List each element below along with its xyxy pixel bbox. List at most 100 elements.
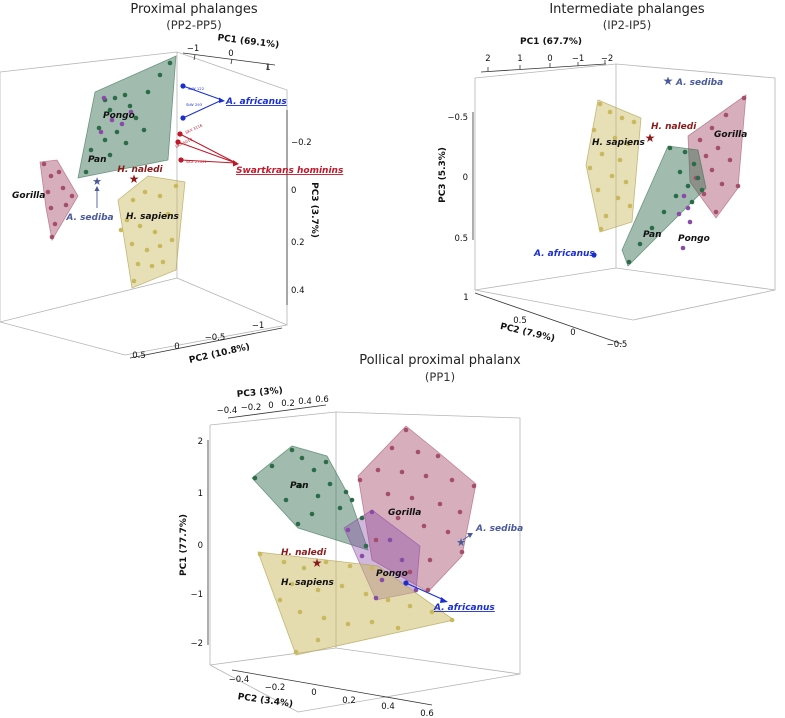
pc3-tick: 0.4 [291,286,305,296]
hull-pan [251,445,369,551]
pc3-tick: 0 [463,173,468,183]
group-label: H. sapiens [281,578,335,588]
panel-intermediate: Intermediate phalanges (IP2-IP5) 2 1 0 −… [438,2,776,350]
group-label: Pan [643,230,662,240]
pc2-tick: 0.4 [381,702,395,712]
panel-title: Pollical proximal phalanx [359,353,521,368]
pc2-axis: 0.5 0 −0.5 −1 PC2 (10.8%) [129,321,283,366]
fossil-swartkrans: SKX 3116 SKX 5018 SKX 27431 Swartkrans h… [174,122,344,176]
hull-pan [621,145,707,267]
pc3-tick: 0 [291,186,296,196]
panel-subtitle: (IP2-IP5) [603,18,651,32]
pc3-axis-label: PC3 (3%) [236,386,283,400]
pc2-tick: 0.5 [513,316,527,326]
pc1-tick: −2 [190,639,203,649]
pc1-axis: −1 0 1 PC1 (69.1%) [182,33,280,73]
pc1-axis: 2 1 0 −1 −2 PC1 (67.7%) [480,37,614,73]
group-label: Pongo [376,569,408,579]
fossil-naledi: ★ H. naledi [117,165,163,186]
points-sapiens [118,183,179,284]
pc2-tick: 0.2 [342,696,356,706]
group-label: Gorilla [714,130,747,140]
pc3-axis: −0.2 0 0.2 0.4 PC3 (3.7%) [286,110,319,305]
group-label: Gorilla [388,508,421,518]
fossil-sediba: ★ A. sediba [456,524,523,549]
points-sapiens [587,101,637,232]
fossil-label: H. naledi [281,548,327,558]
fossil-naledi: ★ H. naledi [645,122,698,145]
pc3-tick: −0.2 [291,138,312,148]
group-label: H. sapiens [126,212,180,222]
svg-text:★: ★ [456,536,466,549]
pc3-tick: 0.6 [315,395,329,405]
pc1-tick: −1 [572,54,585,64]
fossil-label: Swartkrans hominins [236,166,344,176]
hull-gorilla [687,94,747,219]
fossil-label: A. africanus [433,603,495,613]
panel-proximal: Proximal phalanges (PP2-PP5) −1 0 1 PC1 … [0,2,344,366]
pc1-tick: −1 [187,44,200,54]
fossil-label: A. sediba [65,213,113,223]
pc1-axis-label: PC1 (69.1%) [217,33,280,50]
points-gorilla [41,161,75,240]
pc3-tick: −0.2 [241,403,262,413]
pc1-tick: 2 [198,437,203,447]
fossil-label: A. sediba [675,78,723,88]
svg-text:★: ★ [92,175,102,188]
fossil-sediba: ★ A. sediba [663,74,724,88]
pc2-tick: −0.5 [607,340,628,350]
specimen-label: SKX 27431 [186,159,207,164]
points-pongo [676,193,693,251]
pc1-tick: −2 [601,54,614,64]
panel-subtitle: (PP1) [425,370,455,384]
points-pan [626,145,705,265]
panel-subtitle: (PP2-PP5) [166,18,222,32]
pc1-tick: 0 [198,541,203,551]
pc2-tick: 0.6 [420,709,434,718]
pc2-axis-label: PC2 (10.8%) [188,342,251,366]
fossil-africanus: A. africanus [403,580,495,613]
pc1-tick: 2 [485,54,490,64]
fossil-sediba: ★ A. sediba [65,175,113,223]
pc3-axis-label: PC3 (5.3%) [438,147,448,203]
group-label: Pongo [103,111,135,121]
pc2-tick: 0 [570,328,575,338]
group-label: Pan [290,481,309,491]
pc2-tick: −0.5 [205,333,226,343]
group-label: H. sapiens [592,138,646,148]
fossil-label: A. africanus [533,249,595,259]
hull-pongo-pan [77,55,177,179]
group-label: Pan [88,155,107,165]
pc3-tick: 0.2 [281,399,295,409]
fossil-africanus: A. africanus [533,249,597,259]
pc1-tick: 1 [265,63,270,73]
pc3-tick: 0 [268,401,273,411]
hull-sapiens [117,175,186,289]
pc3-tick: 0.4 [298,397,312,407]
panel-pollical: Pollical proximal phalanx (PP1) −0.4 −0.… [179,353,523,718]
hull-sapiens [585,99,642,233]
pc1-tick: 0 [228,49,233,59]
fossil-label: A. africanus [225,97,287,107]
pc1-tick: −1 [190,590,203,600]
pc2-tick: −0.4 [229,675,250,685]
pc2-tick: 0.5 [132,351,146,361]
fossil-label: H. naledi [651,122,697,132]
specimen-label: StW 122 [188,86,205,91]
pc3-tick: 0.2 [291,238,305,248]
specimen-label: SKX 3116 [184,122,203,135]
hull-gorilla [39,159,79,242]
pc2-tick: 0 [311,688,316,698]
svg-text:★: ★ [312,556,323,570]
points-pongo [345,509,419,601]
svg-text:★: ★ [129,172,140,186]
points-pongo-pan [83,60,173,175]
pc1-tick: 1 [198,489,203,499]
points-gorilla [357,427,477,593]
pc3-tick: −0.5 [447,113,468,123]
panel-title: Intermediate phalanges [549,2,705,17]
pc1-tick: 0 [547,54,552,64]
specimen-label: StW 293 [186,102,203,107]
pc3-axis: −0.4 −0.2 0 0.2 0.4 0.6 PC3 (3%) [217,386,329,419]
